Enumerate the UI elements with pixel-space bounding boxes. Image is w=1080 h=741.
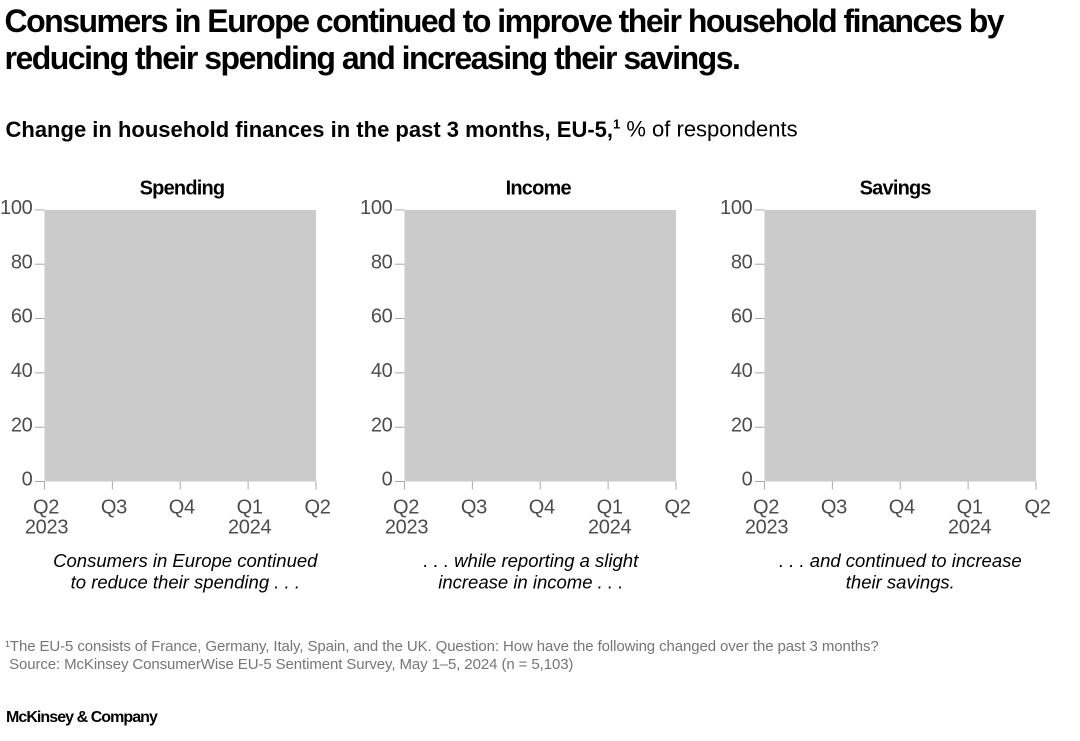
svg-text:40: 40 bbox=[371, 360, 393, 382]
svg-text:20: 20 bbox=[731, 414, 753, 436]
svg-text:Spending: Spending bbox=[140, 178, 225, 200]
svg-text:Q3: Q3 bbox=[461, 496, 487, 518]
svg-text:2023: 2023 bbox=[745, 517, 788, 539]
svg-text:80: 80 bbox=[11, 251, 33, 273]
svg-text:100: 100 bbox=[720, 197, 753, 219]
svg-text:80: 80 bbox=[731, 251, 753, 273]
svg-text:2024: 2024 bbox=[948, 517, 991, 539]
svg-text:60: 60 bbox=[731, 306, 753, 328]
svg-text:2024: 2024 bbox=[588, 517, 631, 539]
svg-text:. . . and continued to increas: . . . and continued to increase bbox=[779, 550, 1022, 571]
svg-text:2023: 2023 bbox=[25, 517, 68, 539]
svg-text:80: 80 bbox=[371, 251, 393, 273]
svg-text:Q4: Q4 bbox=[889, 496, 915, 518]
svg-text:Q4: Q4 bbox=[529, 496, 555, 518]
svg-text:100: 100 bbox=[0, 197, 33, 219]
svg-text:Q1: Q1 bbox=[237, 496, 263, 518]
svg-text:0: 0 bbox=[742, 469, 753, 491]
svg-text:2023: 2023 bbox=[385, 517, 428, 539]
svg-text:Q1: Q1 bbox=[957, 496, 983, 518]
svg-text:Q2: Q2 bbox=[304, 496, 330, 518]
svg-text:Q3: Q3 bbox=[101, 496, 127, 518]
svg-text:Q2: Q2 bbox=[1024, 496, 1050, 518]
svg-text:60: 60 bbox=[11, 306, 33, 328]
svg-text:Q1: Q1 bbox=[597, 496, 623, 518]
svg-text:Q2: Q2 bbox=[753, 496, 779, 518]
svg-text:0: 0 bbox=[22, 469, 33, 491]
svg-text:. . . while reporting a slight: . . . while reporting a slight bbox=[423, 550, 639, 571]
svg-text:40: 40 bbox=[731, 360, 753, 382]
svg-text:2024: 2024 bbox=[228, 517, 271, 539]
svg-text:Q2: Q2 bbox=[393, 496, 419, 518]
svg-text:100: 100 bbox=[360, 197, 393, 219]
svg-text:increase in income . . .: increase in income . . . bbox=[438, 572, 623, 593]
svg-text:Income: Income bbox=[506, 178, 572, 200]
svg-text:their savings.: their savings. bbox=[846, 572, 955, 593]
svg-text:to reduce their spending . . .: to reduce their spending . . . bbox=[71, 572, 300, 593]
svg-text:Q4: Q4 bbox=[169, 496, 195, 518]
svg-text:20: 20 bbox=[371, 414, 393, 436]
svg-text:Q3: Q3 bbox=[821, 496, 847, 518]
svg-text:40: 40 bbox=[11, 360, 33, 382]
svg-text:Q2: Q2 bbox=[33, 496, 59, 518]
svg-text:Q2: Q2 bbox=[664, 496, 690, 518]
svg-text:Savings: Savings bbox=[860, 178, 932, 200]
svg-text:0: 0 bbox=[382, 469, 393, 491]
svg-text:Consumers in Europe continued: Consumers in Europe continued bbox=[53, 550, 318, 571]
svg-text:20: 20 bbox=[11, 414, 33, 436]
svg-text:60: 60 bbox=[371, 306, 393, 328]
